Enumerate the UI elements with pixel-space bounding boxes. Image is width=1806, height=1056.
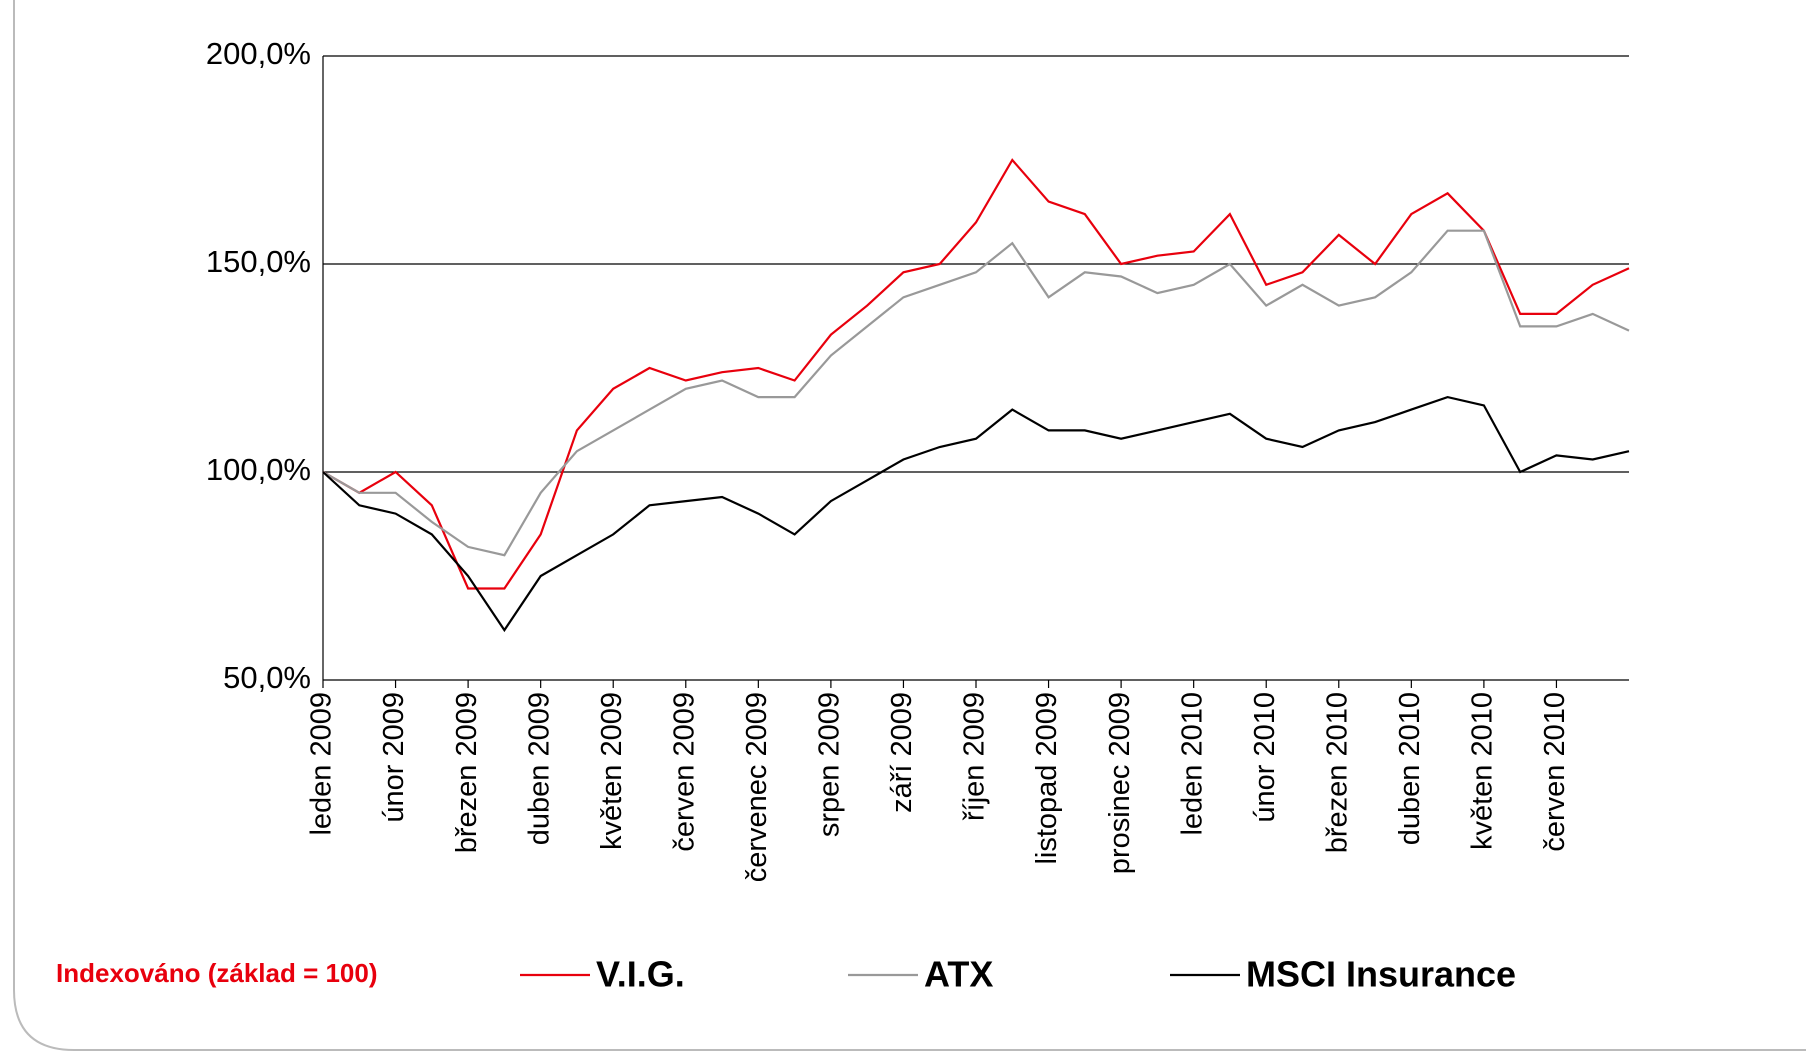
legend-label: MSCI Insurance <box>1246 954 1516 995</box>
series-line <box>322 158 1630 590</box>
frame <box>13 0 1806 1051</box>
x-tick-label: květen 2010 <box>1467 692 1499 850</box>
x-tick-label: červen 2010 <box>1539 692 1571 852</box>
y-tick-label: 150,0% <box>206 244 311 279</box>
legend-note: Indexováno (základ = 100) <box>56 958 378 988</box>
x-tick-label: březen 2009 <box>451 692 483 853</box>
x-tick-label: září 2009 <box>886 692 918 813</box>
series-line <box>322 229 1630 557</box>
x-tick-label: říjen 2009 <box>959 692 991 821</box>
x-tick-label: duben 2009 <box>523 692 555 845</box>
legend-label: ATX <box>924 954 993 995</box>
y-tick-label: 50,0% <box>223 660 311 695</box>
legend-label: V.I.G. <box>596 954 685 995</box>
x-tick-label: leden 2009 <box>306 692 338 836</box>
x-tick-label: únor 2010 <box>1249 692 1281 823</box>
x-tick-label: prosinec 2009 <box>1104 692 1136 874</box>
x-tick-label: červen 2009 <box>668 692 700 852</box>
x-tick-label: červenec 2009 <box>741 692 773 882</box>
series-line <box>322 395 1630 633</box>
y-tick-label: 100,0% <box>206 452 311 487</box>
y-tick-label: 200,0% <box>206 36 311 71</box>
x-tick-label: leden 2010 <box>1176 692 1208 836</box>
x-tick-label: květen 2009 <box>596 692 628 850</box>
x-tick-label: srpen 2009 <box>814 692 846 837</box>
x-tick-label: duben 2010 <box>1394 692 1426 845</box>
x-tick-label: únor 2009 <box>378 692 410 823</box>
x-tick-label: listopad 2009 <box>1031 692 1063 865</box>
x-tick-label: březen 2010 <box>1321 692 1353 853</box>
